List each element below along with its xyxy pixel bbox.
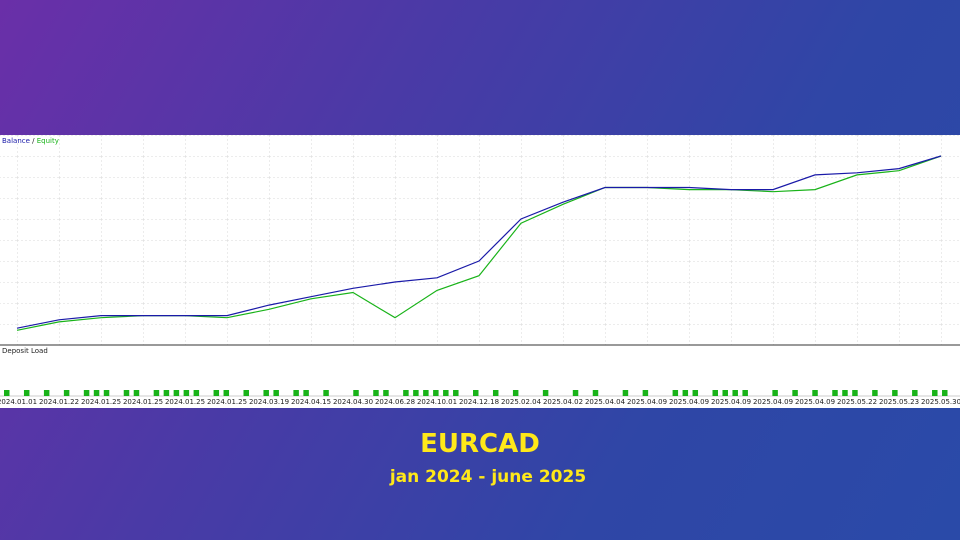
panel-title: Deposit Load: [2, 347, 48, 355]
x-tick-label: 2025.05.23: [879, 398, 919, 406]
deposit-bar: [732, 390, 738, 396]
deposit-bar: [772, 390, 778, 396]
x-tick-label: 2025.04.02: [543, 398, 583, 406]
deposit-bar: [712, 390, 718, 396]
deposit-bar: [742, 390, 748, 396]
deposit-bar: [163, 390, 170, 396]
x-tick-label: 2025.04.09: [711, 398, 751, 406]
legend-separator: /: [32, 137, 35, 145]
deposit-bar: [682, 390, 689, 396]
series-line: [16, 155, 942, 329]
deposit-bar: [722, 390, 728, 396]
deposit-bar: [572, 390, 579, 396]
legend-equity: Equity: [37, 137, 59, 145]
x-tick-label: 2024.12.18: [459, 398, 499, 406]
x-tick-label: 2025.04.04: [585, 398, 626, 406]
x-tick-label: 2024.10.01: [417, 398, 457, 406]
deposit-bar: [413, 390, 419, 396]
deposit-bar: [642, 390, 649, 396]
deposit-bar: [473, 390, 479, 396]
x-tick-label: 2024.01.01: [0, 398, 37, 406]
deposit-bar: [912, 390, 918, 396]
deposit-bar: [303, 390, 309, 396]
x-tick-label: 2024.01.25: [165, 398, 205, 406]
x-tick-label: 2024.04.15: [291, 398, 331, 406]
deposit-bar: [223, 390, 230, 396]
deposit-bar: [672, 390, 679, 396]
deposit-bar: [492, 390, 499, 396]
deposit-bar: [842, 390, 848, 396]
deposit-bar: [153, 390, 160, 396]
deposit-bar: [323, 390, 329, 396]
deposit-bar: [453, 390, 459, 396]
x-tick-label: 2025.04.09: [795, 398, 835, 406]
deposit-bar: [23, 390, 30, 396]
deposit-bar: [373, 390, 379, 396]
deposit-bar: [183, 390, 190, 396]
deposit-bar: [433, 390, 439, 396]
x-tick-label: 2024.01.22: [39, 398, 79, 406]
deposit-bar: [423, 390, 429, 396]
x-tick-label: 2024.04.30: [333, 398, 373, 406]
x-tick-label: 2024.06.28: [375, 398, 415, 406]
deposit-bar: [932, 390, 938, 396]
grid: [0, 135, 960, 345]
x-tick-label: 2024.01.25: [81, 398, 121, 406]
x-tick-label: 2025.02.04: [501, 398, 542, 406]
deposit-bar: [193, 390, 200, 396]
deposit-bar: [792, 390, 798, 396]
deposit-bar: [93, 390, 100, 396]
deposit-bar: [812, 390, 818, 396]
x-tick-label: 2025.04.09: [669, 398, 709, 406]
deposit-bar: [592, 390, 599, 396]
deposit-bar: [872, 390, 878, 396]
x-tick-label: 2025.04.09: [627, 398, 667, 406]
deposit-bar: [353, 390, 359, 396]
x-tick-label: 2025.05.30: [921, 398, 960, 406]
deposit-bar: [852, 390, 858, 396]
x-tick-label: 2024.01.25: [123, 398, 163, 406]
legend: Balance / Equity: [2, 137, 59, 145]
deposit-bar: [622, 390, 629, 396]
page-title: EURCAD: [420, 429, 540, 459]
deposit-bar: [243, 390, 249, 396]
deposit-bar: [123, 390, 130, 396]
deposit-bar: [512, 390, 519, 396]
deposit-bar: [892, 390, 898, 396]
deposit-bar: [213, 390, 220, 396]
legend-balance: Balance: [2, 137, 30, 145]
deposit-bar: [273, 390, 279, 396]
x-tick-label: 2025.04.09: [753, 398, 793, 406]
deposit-bar: [542, 390, 549, 396]
deposit-bar: [403, 390, 409, 396]
deposit-bar: [443, 390, 449, 396]
x-tick-label: 2024.01.25: [207, 398, 247, 406]
x-tick-label: 2025.05.22: [837, 398, 877, 406]
deposit-bar: [692, 390, 699, 396]
deposit-bar: [133, 390, 140, 396]
deposit-bar: [383, 390, 389, 396]
deposit-bar: [83, 390, 90, 396]
deposit-bar: [63, 390, 70, 396]
deposit-bar: [293, 390, 299, 396]
deposit-bar: [263, 390, 269, 396]
deposit-bar: [173, 390, 180, 396]
page-subtitle: jan 2024 - june 2025: [389, 467, 586, 487]
deposit-bar: [43, 390, 50, 396]
deposit-bar: [942, 390, 948, 396]
deposit-bar: [103, 390, 110, 396]
deposit-bar: [832, 390, 838, 396]
deposit-bar: [4, 390, 10, 396]
x-tick-label: 2024.03.19: [249, 398, 289, 406]
